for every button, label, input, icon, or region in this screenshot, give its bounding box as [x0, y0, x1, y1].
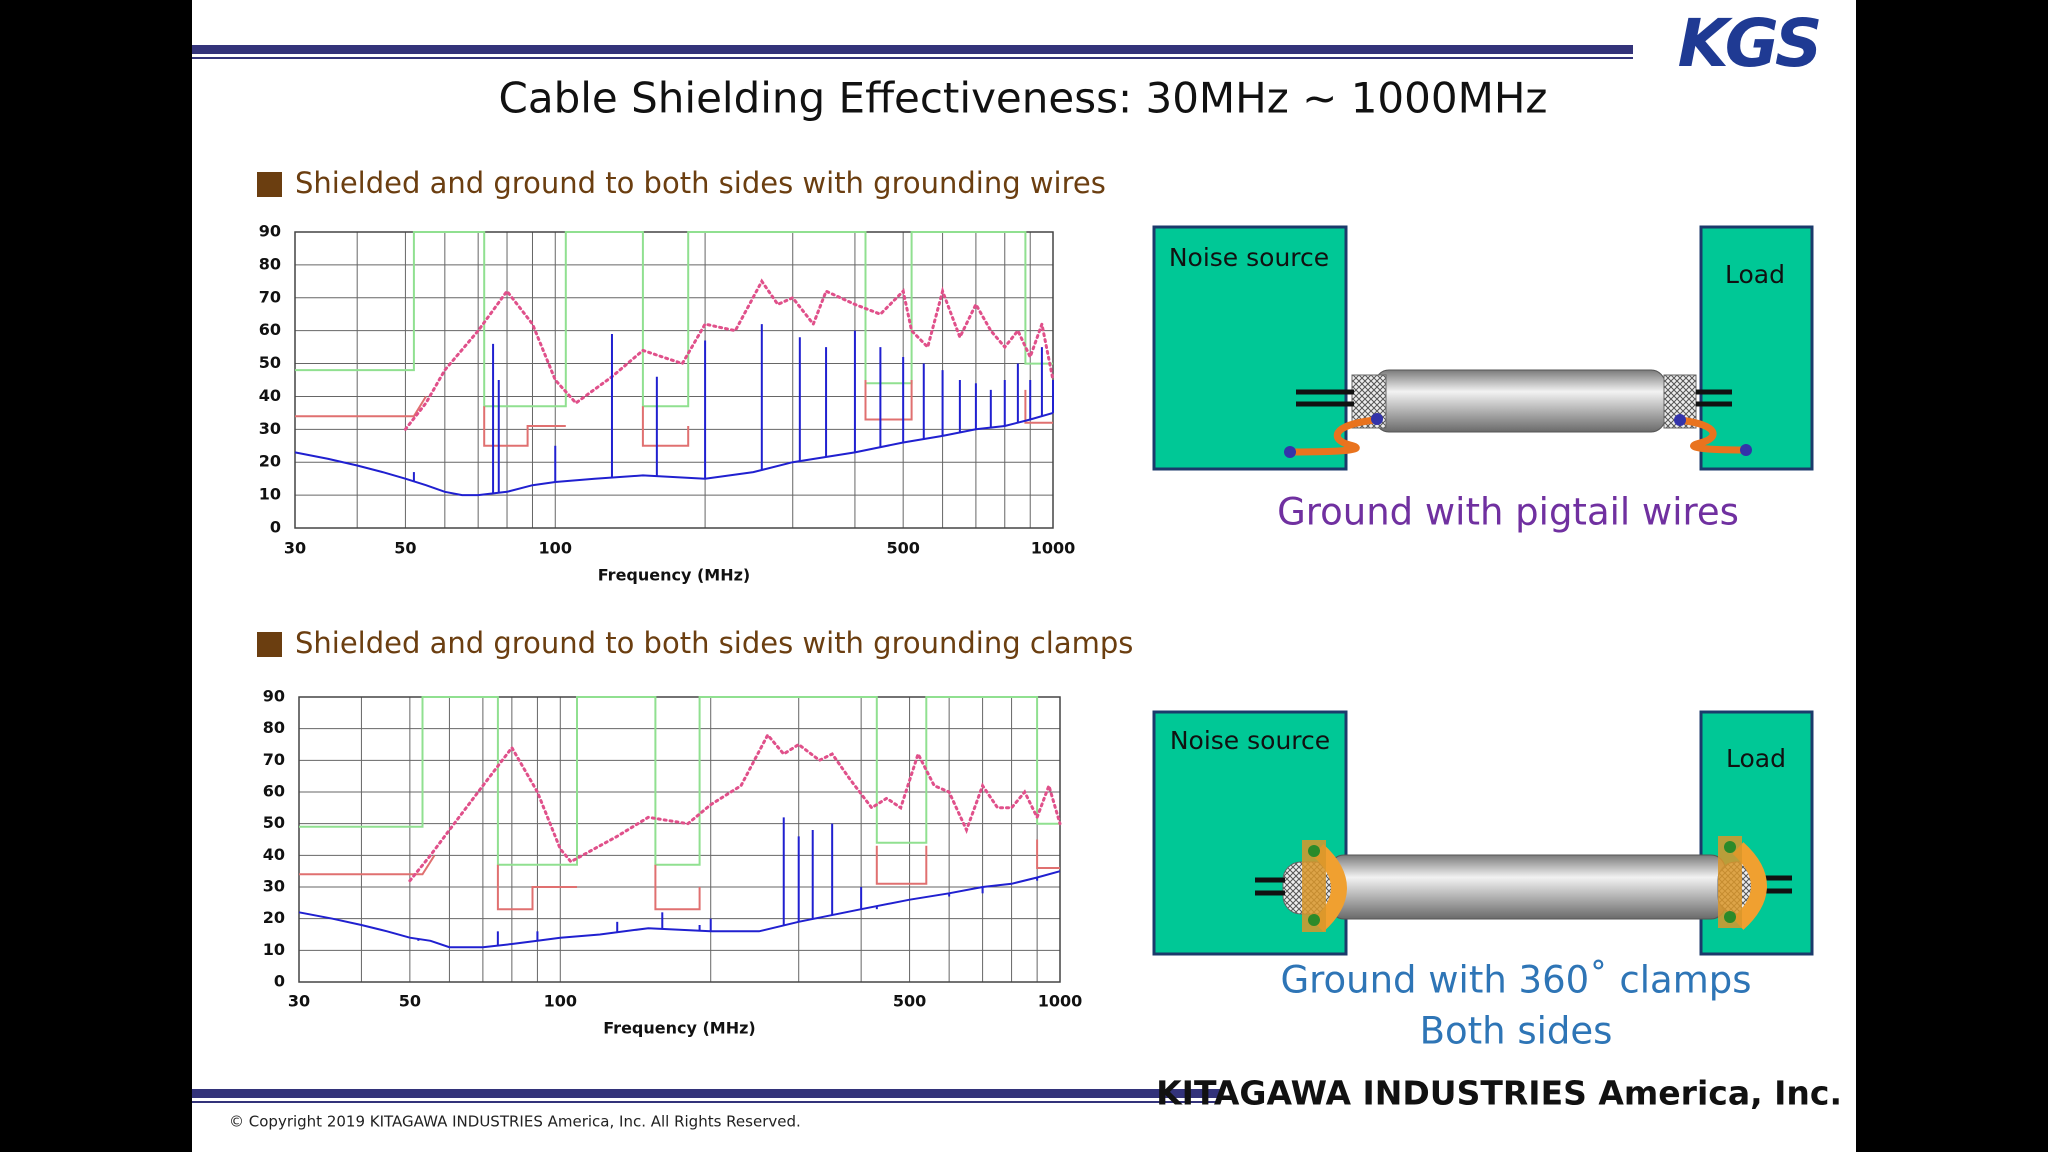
- series-line: [641, 406, 690, 447]
- series-line: [299, 696, 1060, 866]
- plot-area: [299, 697, 1060, 982]
- caption: Both sides: [1420, 1010, 1613, 1053]
- y-tick-label: 60: [263, 782, 285, 801]
- caption: Ground with 360˚ clamps: [1280, 959, 1751, 1002]
- caption: Ground with pigtail wires: [1277, 491, 1739, 534]
- y-tick-label: 90: [263, 687, 285, 706]
- y-tick-label: 10: [259, 485, 281, 504]
- emission-line: [403, 278, 1055, 431]
- x-tick-label: 50: [394, 539, 416, 558]
- y-tick-label: 80: [259, 254, 281, 273]
- series-line: [298, 870, 1061, 949]
- source-label: Noise source: [1169, 243, 1329, 272]
- x-tick-label: 50: [399, 992, 421, 1011]
- load-label: Load: [1725, 260, 1785, 289]
- y-tick-label: 40: [263, 845, 285, 864]
- y-tick-label: 30: [259, 419, 281, 438]
- y-tick-label: 50: [259, 353, 281, 372]
- x-tick-label: 1000: [1031, 539, 1076, 558]
- y-tick-label: 30: [263, 877, 285, 896]
- series-line: [875, 845, 928, 885]
- series-line: [483, 406, 566, 447]
- series-line: [299, 854, 436, 876]
- y-tick-label: 0: [270, 518, 281, 537]
- title: Cable Shielding Effectiveness: 30MHz ~ 1…: [499, 74, 1548, 123]
- x-tick-label: 100: [539, 539, 572, 558]
- y-tick-label: 40: [259, 386, 281, 405]
- x-tick-label: 500: [893, 992, 926, 1011]
- diagram-clamp: [1152, 710, 1814, 956]
- series-line: [295, 395, 427, 418]
- y-tick-label: 0: [274, 972, 285, 991]
- series-line: [654, 864, 701, 911]
- header-line: [192, 57, 1633, 59]
- series-line: [864, 380, 913, 421]
- series-line: [295, 231, 1053, 408]
- load-label: Load: [1726, 744, 1786, 773]
- bullet: [257, 632, 282, 657]
- series-line: [496, 864, 577, 911]
- bullet: [257, 172, 282, 197]
- series-line: [1024, 389, 1053, 424]
- emission-line: [408, 732, 1062, 883]
- x-tick-label: 1000: [1038, 992, 1083, 1011]
- x-tick-label: 100: [544, 992, 577, 1011]
- x-tick-label: 500: [886, 539, 919, 558]
- diagram-pigtail: [1152, 225, 1814, 471]
- copyright: © Copyright 2019 KITAGAWA INDUSTRIES Ame…: [229, 1113, 801, 1131]
- y-tick-label: 10: [263, 940, 285, 959]
- section-heading: Shielded and ground to both sides with g…: [295, 166, 1106, 200]
- x-tick-label: 30: [288, 992, 310, 1011]
- header-bar: [192, 45, 1633, 54]
- y-tick-label: 90: [259, 222, 281, 241]
- series-line: [294, 411, 1054, 497]
- y-tick-label: 20: [259, 452, 281, 471]
- footer-bar: [192, 1089, 1221, 1098]
- y-tick-label: 60: [259, 320, 281, 339]
- series-line: [1036, 839, 1060, 869]
- y-tick-label: 70: [259, 287, 281, 306]
- y-tick-label: 70: [263, 750, 285, 769]
- logo: KGS: [1678, 5, 1819, 82]
- y-tick-label: 80: [263, 718, 285, 737]
- plot-border: [298, 696, 1061, 983]
- plot-area: [295, 232, 1053, 528]
- section-heading: Shielded and ground to both sides with g…: [295, 626, 1133, 660]
- y-tick-label: 20: [263, 908, 285, 927]
- x-axis-title: Frequency (MHz): [598, 566, 750, 585]
- footer-line: [192, 1101, 1221, 1103]
- source-label: Noise source: [1170, 726, 1330, 755]
- company: KITAGAWA INDUSTRIES America, Inc.: [1156, 1074, 1842, 1113]
- y-tick-label: 50: [263, 813, 285, 832]
- x-tick-label: 30: [284, 539, 306, 558]
- x-axis-title: Frequency (MHz): [603, 1019, 755, 1038]
